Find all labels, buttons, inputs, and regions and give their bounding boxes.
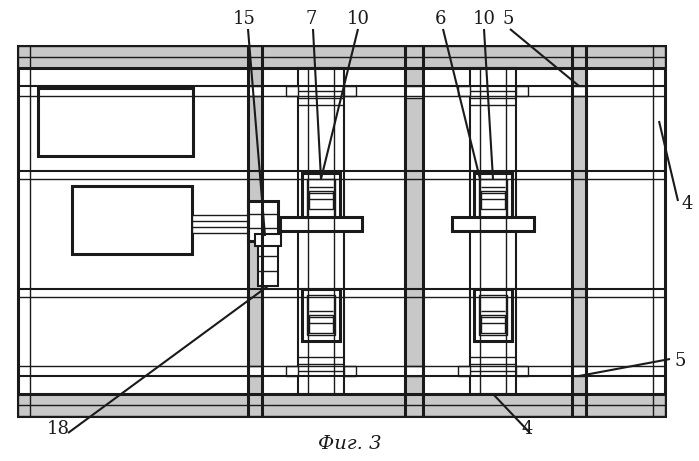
Text: 4: 4 [681, 195, 693, 213]
Bar [286, 86, 298, 96]
Bar [470, 68, 516, 394]
Bar [72, 186, 192, 254]
Bar [479, 295, 507, 335]
Bar [405, 86, 423, 98]
Bar [344, 86, 356, 96]
Bar [302, 173, 340, 225]
Text: Фиг. 3: Фиг. 3 [318, 435, 382, 453]
Bar [405, 366, 423, 376]
Bar [258, 241, 278, 286]
Bar [307, 295, 335, 335]
Bar [255, 234, 281, 246]
Bar [18, 46, 665, 416]
Bar [516, 366, 528, 376]
Bar [481, 315, 505, 333]
Text: 18: 18 [47, 420, 69, 438]
Bar [248, 46, 262, 416]
Bar [280, 217, 362, 231]
Bar [479, 179, 507, 219]
Bar [572, 46, 586, 416]
Text: 6: 6 [434, 10, 446, 28]
Bar [248, 366, 262, 376]
Text: 15: 15 [233, 10, 255, 28]
Bar [572, 366, 586, 376]
Text: 10: 10 [473, 10, 496, 28]
Bar [302, 289, 340, 341]
Bar [405, 46, 423, 416]
Text: 7: 7 [305, 10, 317, 28]
Bar [18, 46, 665, 68]
Text: 4: 4 [521, 420, 533, 438]
Bar [248, 201, 278, 241]
Bar [307, 179, 335, 219]
Bar [474, 173, 512, 225]
Bar [309, 315, 333, 333]
Text: 5: 5 [503, 10, 514, 28]
Bar [344, 366, 356, 376]
Bar [452, 217, 534, 231]
Bar [18, 394, 665, 416]
Text: 10: 10 [347, 10, 370, 28]
Bar [458, 86, 470, 96]
Bar [38, 88, 193, 156]
Bar [298, 68, 344, 394]
Text: 5: 5 [674, 352, 686, 370]
Bar [516, 86, 528, 96]
Bar [192, 215, 250, 233]
Bar [481, 191, 505, 209]
Bar [286, 366, 298, 376]
Bar [248, 86, 262, 96]
Bar [572, 86, 586, 96]
Bar [474, 289, 512, 341]
Bar [309, 191, 333, 209]
Bar [458, 366, 470, 376]
